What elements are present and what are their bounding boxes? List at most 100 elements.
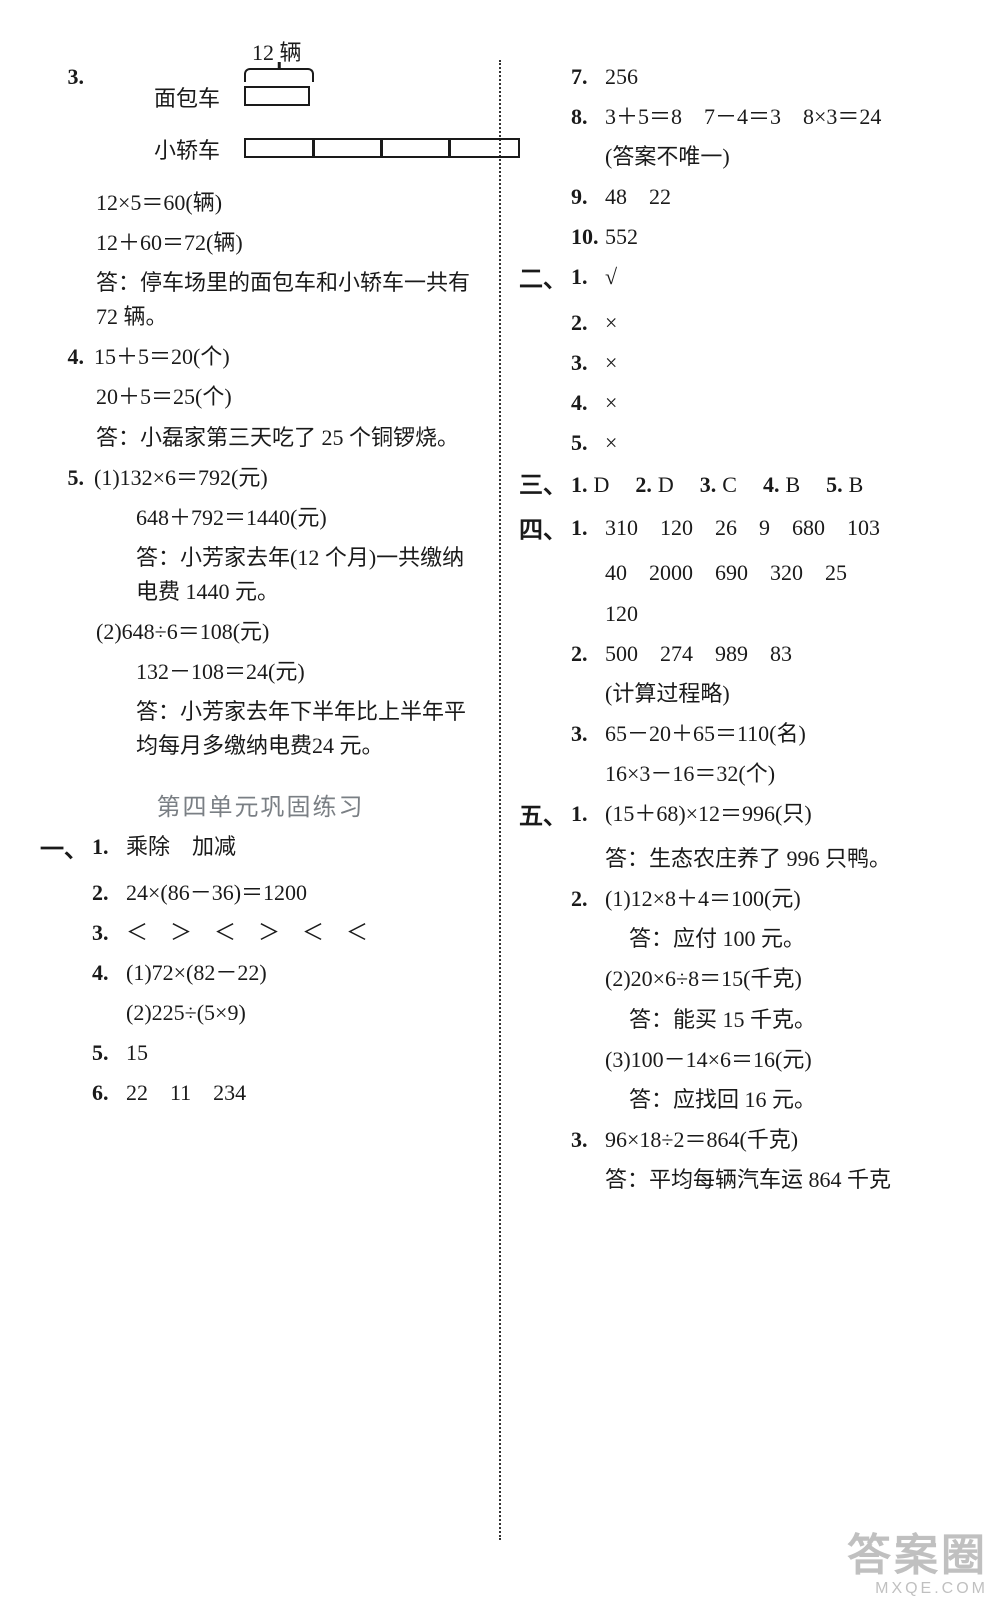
s5-i3-row: 3. 96×18÷2＝864(千克) bbox=[519, 1123, 960, 1157]
s3-i1: D bbox=[594, 466, 610, 503]
q5-num: 5. bbox=[40, 461, 94, 495]
s5-i1b-row: 答：生态农庄养了 996 只鸭。 bbox=[519, 842, 960, 876]
q3-line2: 12＋60＝72(辆) bbox=[40, 226, 481, 260]
q5-p2a: (2)648÷6＝108(元) bbox=[40, 615, 481, 649]
s2-i5: × bbox=[605, 426, 960, 460]
sec3-items: 1.D 2.D 3.C 4.B 5.B bbox=[571, 466, 960, 503]
q3-ans: 答：停车场里的面包车和小轿车一共有 72 辆。 bbox=[40, 266, 481, 334]
s5-i3a: 96×18÷2＝864(千克) bbox=[605, 1123, 960, 1157]
s4-i3b: 16×3－16＝32(个) bbox=[605, 757, 960, 791]
s2-i4-row: 4. × bbox=[519, 386, 960, 420]
diag-left1: 面包车 bbox=[154, 82, 220, 116]
s1-i4a: (1)72×(82－22) bbox=[126, 956, 481, 990]
s2-i3: × bbox=[605, 346, 960, 380]
i8b: (答案不唯一) bbox=[605, 140, 960, 174]
watermark: 答案圈 MXQE.COM bbox=[847, 1532, 988, 1598]
s4-i1b: 40 2000 690 320 25 bbox=[605, 556, 960, 590]
watermark-small: MXQE.COM bbox=[847, 1580, 988, 1598]
s1-i2-row: 2. 24×(86－36)＝1200 bbox=[40, 876, 481, 910]
q4-line1: 15＋5＝20(个) bbox=[94, 340, 481, 374]
i8a: 3＋5＝8 7－4＝3 8×3＝24 bbox=[605, 100, 960, 134]
s3-i1-num: 1. bbox=[571, 466, 588, 503]
s4-i3-row: 3. 65－20＋65＝110(名) bbox=[519, 717, 960, 751]
sec3: 三、 1.D 2.D 3.C 4.B 5.B bbox=[519, 466, 960, 505]
q3-num: 3. bbox=[40, 60, 94, 94]
i9-num: 9. bbox=[571, 180, 605, 214]
s2-i1: √ bbox=[605, 260, 960, 294]
q4-num: 4. bbox=[40, 340, 94, 374]
s4-i2-num: 2. bbox=[571, 637, 605, 671]
q5: 5. (1)132×6＝792(元) bbox=[40, 461, 481, 495]
s1-i5: 15 bbox=[126, 1036, 481, 1070]
s4-i2a: 500 274 989 83 bbox=[605, 637, 960, 671]
i9: 48 22 bbox=[605, 180, 960, 214]
unit-title: 第四单元巩固练习 bbox=[40, 787, 481, 822]
r-i10: 10. 552 bbox=[519, 220, 960, 254]
q4-ans: 答：小磊家第三天吃了 25 个铜锣烧。 bbox=[40, 421, 481, 455]
s2-i1-num: 1. bbox=[571, 260, 605, 294]
s1-i4-row: 4. (1)72×(82－22) bbox=[40, 956, 481, 990]
s5-i1b: 答：生态农庄养了 996 只鸭。 bbox=[605, 842, 960, 876]
r-i8: 8. 3＋5＝8 7－4＝3 8×3＝24 bbox=[519, 100, 960, 134]
sec2: 二、 1. √ bbox=[519, 260, 960, 299]
s5-i1a: (15＋68)×12＝996(只) bbox=[605, 797, 960, 831]
sec2-label: 二、 bbox=[519, 260, 571, 299]
s3-i5: B bbox=[849, 466, 864, 503]
sec5-label: 五、 bbox=[519, 797, 571, 836]
s1-i5-row: 5. 15 bbox=[40, 1036, 481, 1070]
q3-line1: 12×5＝60(辆) bbox=[40, 186, 481, 220]
s1-i6-row: 6. 22 11 234 bbox=[40, 1076, 481, 1110]
s4-i1b-row: 40 2000 690 320 25 bbox=[519, 556, 960, 590]
s5-i2-row: 2. (1)12×8＋4＝100(元) bbox=[519, 882, 960, 916]
diag-left2: 小轿车 bbox=[154, 134, 220, 168]
s4-i1-num: 1. bbox=[571, 511, 605, 545]
long-bar bbox=[244, 138, 520, 158]
q5-p2b: 132－108＝24(元) bbox=[40, 655, 481, 689]
s3-i5-num: 5. bbox=[826, 466, 843, 503]
s1-i5-num: 5. bbox=[92, 1036, 126, 1070]
column-divider bbox=[499, 60, 501, 1540]
s5-i2a2: 答：应付 100 元。 bbox=[519, 922, 960, 956]
sec4-label: 四、 bbox=[519, 511, 571, 550]
s1-i2: 24×(86－36)＝1200 bbox=[126, 876, 481, 910]
s1-i1: 乘除 加减 bbox=[126, 830, 481, 864]
s4-i3-num: 3. bbox=[571, 717, 605, 751]
q5-p1a: (1)132×6＝792(元) bbox=[94, 461, 481, 495]
sec5: 五、 1. (15＋68)×12＝996(只) bbox=[519, 797, 960, 836]
s2-i4-num: 4. bbox=[571, 386, 605, 420]
s5-i1-num: 1. bbox=[571, 797, 605, 831]
i10: 552 bbox=[605, 220, 960, 254]
s4-i2-row: 2. 500 274 989 83 bbox=[519, 637, 960, 671]
s3-i3-num: 3. bbox=[700, 466, 717, 503]
s1-i1-num: 1. bbox=[92, 830, 126, 864]
q3-diagram: 12 辆 面包车 小轿车 bbox=[94, 60, 481, 180]
i10-num: 10. bbox=[571, 220, 605, 254]
s5-i3b: 答：平均每辆汽车运 864 千克 bbox=[605, 1163, 960, 1197]
q5-p2ans: 答：小芳家去年下半年比上半年平均每月多缴纳电费24 元。 bbox=[40, 695, 481, 763]
i7-num: 7. bbox=[571, 60, 605, 94]
i7: 256 bbox=[605, 60, 960, 94]
s5-i2c: (3)100－14×6＝16(元) bbox=[605, 1043, 960, 1077]
s1-i3-row: 3. ＜ ＞ ＜ ＞ ＜ ＜ bbox=[40, 916, 481, 950]
s3-i4: B bbox=[785, 466, 800, 503]
sec4: 四、 1. 310 120 26 9 680 103 bbox=[519, 511, 960, 550]
s2-i5-num: 5. bbox=[571, 426, 605, 460]
s5-i3-num: 3. bbox=[571, 1123, 605, 1157]
s5-i3b-row: 答：平均每辆汽车运 864 千克 bbox=[519, 1163, 960, 1197]
s4-i3b-row: 16×3－16＝32(个) bbox=[519, 757, 960, 791]
s2-i3-num: 3. bbox=[571, 346, 605, 380]
i8-num: 8. bbox=[571, 100, 605, 134]
brace-icon bbox=[244, 68, 314, 82]
s5-i2b: (2)20×6÷8＝15(千克) bbox=[605, 962, 960, 996]
q5-p1b: 648＋792＝1440(元) bbox=[40, 501, 481, 535]
s4-i1c-row: 120 bbox=[519, 597, 960, 631]
s2-i2: × bbox=[605, 306, 960, 340]
s2-i3-row: 3. × bbox=[519, 346, 960, 380]
q5-p1ans: 答：小芳家去年(12 个月)一共缴纳电费 1440 元。 bbox=[40, 541, 481, 609]
s3-i4-num: 4. bbox=[763, 466, 780, 503]
watermark-big: 答案圈 bbox=[847, 1532, 988, 1580]
s3-i2-num: 2. bbox=[635, 466, 652, 503]
s4-i2b: (计算过程略) bbox=[605, 677, 960, 711]
s1-i6: 22 11 234 bbox=[126, 1076, 481, 1110]
s2-i5-row: 5. × bbox=[519, 426, 960, 460]
